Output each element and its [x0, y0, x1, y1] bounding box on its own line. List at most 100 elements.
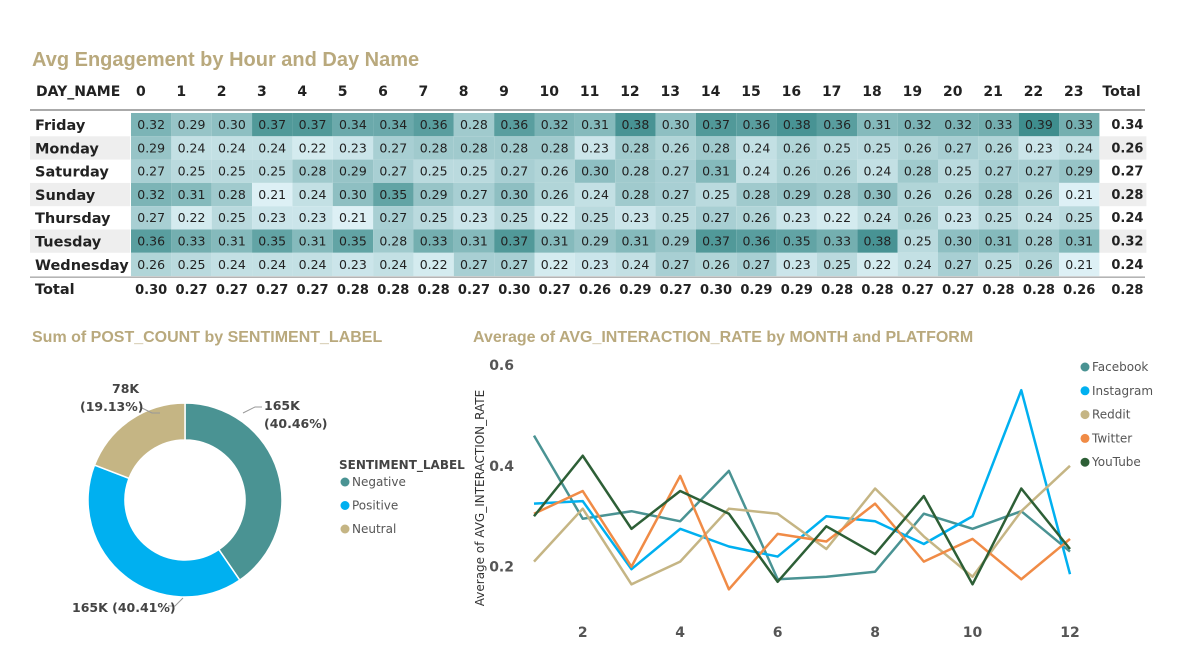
heatmap-cell-value: 0.31 — [178, 187, 206, 202]
heatmap-cell-value: 0.28 — [621, 140, 649, 155]
heatmap-row-total: 0.24 — [1111, 211, 1143, 226]
heatmap-cell — [978, 229, 1019, 253]
heatmap-column-header: 17 — [822, 84, 841, 100]
heatmap-cell — [857, 136, 898, 160]
heatmap-cell-value: 0.26 — [904, 210, 932, 225]
heatmap-cell — [857, 229, 898, 253]
heatmap-row-total: 0.26 — [1111, 141, 1143, 156]
heatmap-cell-value: 0.23 — [460, 210, 488, 225]
heatmap-cell-value: 0.30 — [218, 117, 246, 132]
heatmap-cell — [171, 252, 212, 277]
heatmap-cell — [574, 113, 616, 137]
heatmap-total-band — [1099, 229, 1147, 253]
heatmap-cell-value: 0.24 — [218, 257, 246, 272]
heatmap-cell — [453, 113, 495, 137]
heatmap-cell-value: 0.31 — [985, 234, 1013, 249]
heatmap-cell — [574, 206, 616, 230]
heatmap-cell — [615, 252, 656, 277]
donut-label-neutral-pct: (19.13%) — [80, 399, 144, 414]
heatmap-cell — [534, 159, 575, 183]
heatmap-cell — [292, 136, 333, 160]
heatmap-cell — [373, 159, 414, 183]
heatmap-cell-value: 0.24 — [864, 164, 892, 179]
heatmap-cell-value: 0.24 — [743, 140, 771, 155]
heatmap-cell — [978, 182, 1019, 207]
heatmap-cell-value: 0.24 — [299, 187, 327, 202]
donut-legend-label: Neutral — [352, 522, 396, 536]
heatmap-cell — [292, 206, 333, 230]
heatmap-cell-value: 0.25 — [500, 210, 528, 225]
heatmap-cell — [373, 182, 414, 207]
heatmap-cell-value: 0.28 — [743, 187, 771, 202]
heatmap-cell — [736, 113, 777, 137]
heatmap-cell — [857, 159, 898, 183]
heatmap-cell-value: 0.32 — [137, 117, 165, 132]
heatmap-row-band — [30, 136, 130, 160]
heatmap-cell-value: 0.24 — [379, 257, 407, 272]
donut-legend-marker — [340, 501, 350, 510]
donut-legend-label: Positive — [352, 499, 398, 513]
heatmap-row-label: Friday — [35, 118, 86, 134]
heatmap-row-label: Tuesday — [35, 235, 102, 251]
heatmap-cell — [453, 182, 495, 207]
heatmap-column-header: 23 — [1064, 84, 1083, 100]
heatmap-cell — [453, 136, 495, 160]
heatmap-cell — [131, 252, 172, 277]
heatmap-cell — [1018, 229, 1060, 253]
heatmap-cell-value: 0.24 — [218, 140, 246, 155]
donut-slice-negative — [184, 402, 283, 582]
heatmap-cell — [131, 182, 172, 207]
heatmap-cell — [292, 182, 333, 207]
line-legend-label: Twitter — [1091, 431, 1132, 445]
heatmap-cell — [897, 159, 938, 183]
heatmap-cell-value: 0.31 — [864, 117, 892, 132]
heatmap-cell-value: 0.24 — [864, 210, 892, 225]
heatmap-cell-value: 0.31 — [1065, 234, 1093, 249]
heatmap-column-total: 0.28 — [861, 283, 893, 298]
heatmap-cell — [816, 182, 858, 207]
heatmap-column-total: 0.27 — [216, 283, 248, 298]
heatmap-cell-value: 0.33 — [420, 234, 448, 249]
heatmap-cell-value: 0.26 — [662, 140, 690, 155]
heatmap-cell — [776, 229, 817, 253]
heatmap-cell-value: 0.32 — [541, 117, 569, 132]
heatmap-grand-total: 0.28 — [1111, 283, 1143, 298]
heatmap-cell — [897, 182, 938, 207]
heatmap-cell-value: 0.38 — [621, 117, 649, 132]
heatmap-column-total: 0.28 — [1023, 283, 1055, 298]
heatmap-total-header: Total — [1102, 84, 1140, 100]
heatmap-column-header: 20 — [943, 84, 963, 100]
heatmap-column-header: 2 — [217, 84, 227, 100]
heatmap-cell — [534, 252, 575, 277]
heatmap-column-total: 0.28 — [418, 283, 450, 298]
heatmap-cell — [211, 229, 253, 253]
heatmap-cell — [171, 182, 212, 207]
heatmap-cell-value: 0.30 — [864, 187, 892, 202]
heatmap-cell — [171, 229, 212, 253]
heatmap-cell-value: 0.23 — [944, 210, 972, 225]
heatmap-cell-value: 0.21 — [1065, 257, 1093, 272]
heatmap-cell-value: 0.26 — [743, 210, 771, 225]
heatmap-cell — [897, 252, 938, 277]
heatmap-cell — [494, 206, 535, 230]
heatmap-cell-value: 0.30 — [500, 187, 528, 202]
line-legend-marker — [1080, 362, 1090, 372]
heatmap-cell-value: 0.31 — [299, 234, 327, 249]
heatmap-cell-value: 0.36 — [743, 117, 771, 132]
heatmap-cell — [453, 229, 495, 253]
heatmap-cell — [816, 159, 858, 183]
heatmap-cell — [776, 252, 817, 277]
heatmap-column-header: 6 — [378, 84, 388, 100]
heatmap-cell — [413, 206, 454, 230]
line-series-reddit — [533, 464, 1071, 586]
heatmap-cell — [494, 159, 535, 183]
donut-legend-title: SENTIMENT_LABEL — [339, 458, 465, 473]
heatmap-cell-value: 0.35 — [339, 234, 367, 249]
heatmap-cell — [938, 252, 979, 277]
heatmap-cell — [1018, 159, 1060, 183]
heatmap-cell-value: 0.33 — [178, 234, 206, 249]
heatmap-cell-value: 0.33 — [985, 117, 1013, 132]
heatmap-column-header: 14 — [701, 84, 721, 100]
heatmap-column-header: 8 — [459, 84, 469, 100]
heatmap-cell-value: 0.27 — [137, 210, 165, 225]
